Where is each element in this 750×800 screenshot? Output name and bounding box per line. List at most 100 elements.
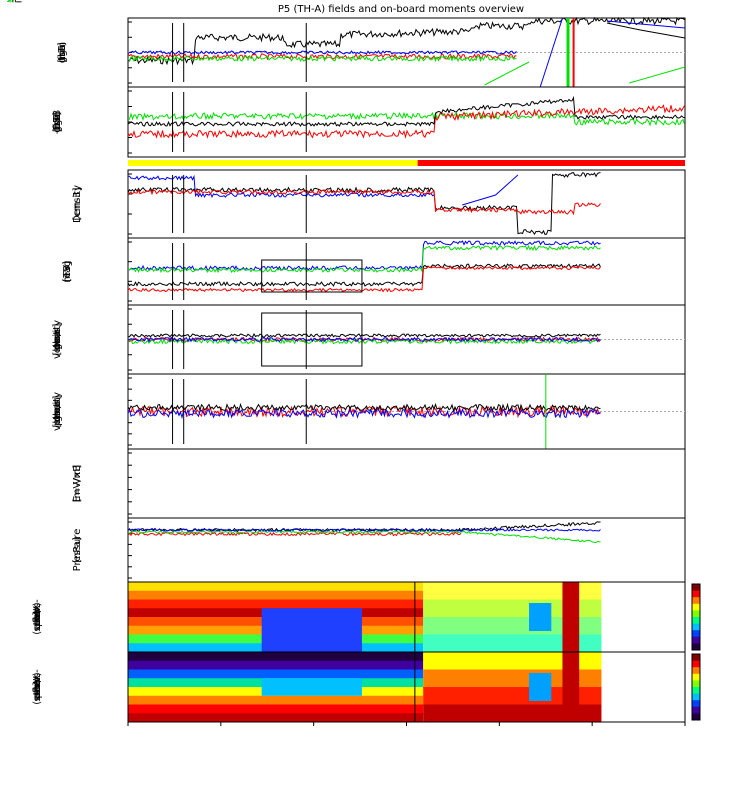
series-by-curve [484, 61, 530, 86]
y-label-line: gsm [52, 401, 63, 422]
x-tick-label: -2.9 [0, 0, 10, 3]
series-ne [127, 188, 601, 216]
y-label-line: -DSB [52, 110, 63, 135]
y-label-line: velocity [52, 320, 63, 359]
series-vx [127, 407, 601, 420]
panel-pres: Pressure[nPa]10⁰10⁻²10⁻⁴10⁻⁶10⁻⁸10⁻¹⁰PtP… [0, 0, 686, 583]
y-label-line: [mV/m] [72, 465, 83, 503]
series-by [127, 111, 685, 127]
panel-frame [127, 237, 686, 306]
spectrogram-region [261, 678, 362, 696]
legend-bz: bz [0, 0, 12, 3]
series-vx [127, 336, 601, 343]
colorbar-frame [691, 653, 701, 721]
panel-efld: E=-VxB[mV/m]1.00.80.60.40.20.0EzEyEx [0, 0, 686, 519]
y-label-line: tha [52, 114, 63, 130]
legend-ni: Ni [0, 0, 10, 3]
colorbar-cell [692, 643, 700, 651]
legend-ti||: Ti|| [0, 0, 15, 3]
legend-npot: Npot [0, 0, 24, 3]
series-bt [127, 16, 685, 66]
x-tick-label: -1.0 [0, 0, 10, 3]
y-label-line: [km/s] [52, 323, 63, 355]
colorbar-cell [692, 700, 700, 708]
y-label-line: Density [72, 185, 83, 223]
spectrogram-band [128, 660, 424, 670]
series-npot [128, 174, 435, 198]
x-tick-label: -0.1 [0, 0, 10, 3]
legend-vx: Vx [0, 0, 13, 3]
spectrogram-band [423, 599, 602, 618]
colorbar-cell [692, 617, 700, 625]
y-label-line: peer [32, 675, 43, 699]
x-row-label: 2009 [0, 0, 25, 3]
x-tick-label: -0.7 [0, 0, 10, 3]
spectrogram-spike [562, 652, 580, 722]
legend-bt: Bt [0, 0, 11, 3]
colorbar-label: 10⁶ [0, 0, 17, 3]
colorbar-cell [692, 713, 700, 721]
y-label-line: [km/s] [52, 395, 63, 427]
spectrogram-band [423, 704, 602, 723]
legend-by: by [0, 0, 12, 3]
x-axis: tha_X-GSMtha_Y-GSMtha_Z-GSMhhmm200911.2-… [0, 0, 686, 726]
y-axis-label: Density[cm-3] [72, 185, 83, 223]
spectrogram-band [423, 669, 602, 688]
legend-pi: Pi [0, 0, 9, 3]
spectrogram-band [128, 704, 424, 714]
y-label-line: [cm-3] [72, 187, 83, 220]
legend-bz: Bz [0, 0, 12, 3]
y-label-line: eflux [32, 605, 43, 630]
colorbar-cell [692, 680, 700, 688]
y-label-line: eV/ [32, 678, 43, 695]
y-label-line: (cm²-s- [32, 669, 43, 705]
panel-espec: thapeerenefluxeV/(cm²-s-sr-eV)1000010001… [0, 0, 701, 723]
series-by [127, 54, 517, 63]
x-tick-label: 8.0 [0, 0, 8, 3]
y-axis-label: E=-VxB[mV/m] [72, 465, 83, 503]
series-te-par [127, 263, 601, 287]
series-pe [127, 530, 601, 544]
colorbar-label: 10⁸ [0, 0, 17, 3]
colorbar-label: 10⁴ [0, 0, 17, 3]
x-tick-label: -1.0 [0, 0, 10, 3]
panel-vele: thapeemvelocitygsm[km/s]150010005000-500… [0, 0, 686, 450]
series-npot-rise [462, 174, 519, 206]
spectrogram-band [128, 599, 424, 609]
x-tick-label: -1.5 [0, 0, 10, 3]
spectrogram-band [423, 687, 602, 705]
series-bx-tail [606, 20, 686, 29]
spectrogram-band [423, 617, 602, 635]
legend-pt: Pt [0, 0, 10, 3]
legend-bx: Bx [0, 0, 13, 3]
x-tick-label: -0.3 [0, 0, 10, 3]
colorbar-cell [692, 623, 700, 631]
colorbar-label: 10³ [0, 0, 17, 3]
colorbar-cell [692, 693, 700, 701]
y-label-line: [eV] [62, 261, 73, 282]
spectrogram-band [128, 695, 424, 705]
colorbar-cell [692, 706, 700, 714]
spectrogram-band [128, 669, 424, 679]
x-tick-label: 0000 [0, 0, 13, 3]
colorbar-cell [692, 636, 700, 644]
x-tick-label: 12.5 [0, 0, 11, 3]
y-label-line: eflux [32, 675, 43, 700]
y-label-line: [nPa] [72, 537, 83, 563]
legend-vz: Vz [0, 0, 12, 3]
y-label-line: mag [62, 260, 73, 282]
series-bz [127, 52, 517, 61]
colorbar-label: 10⁷ [0, 0, 17, 3]
x-tick-label: -3.8 [0, 0, 10, 3]
y-label-line: en [32, 681, 43, 694]
legend-vt: Vt [0, 0, 11, 3]
legend-bx: bx [0, 0, 12, 3]
